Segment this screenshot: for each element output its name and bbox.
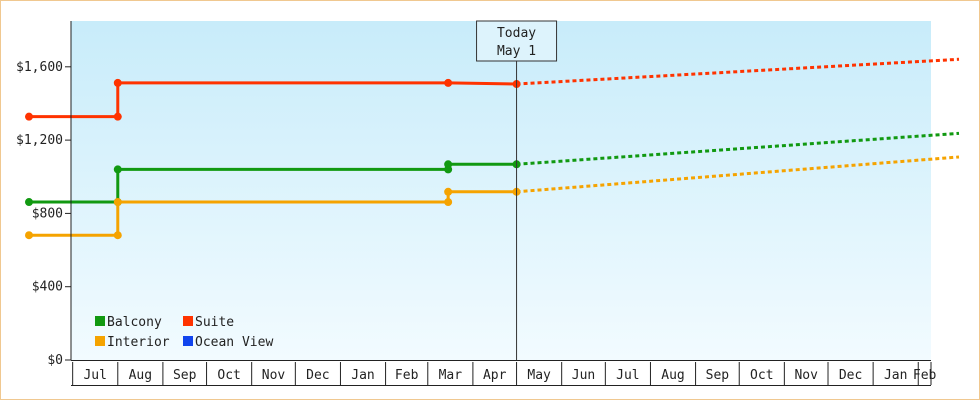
month-label: Aug (129, 368, 152, 383)
month-label: Feb (913, 368, 937, 383)
forecast-line-interior (516, 155, 960, 194)
y-tick-label: $400 (32, 280, 63, 295)
legend-label: Interior (107, 335, 170, 350)
data-point (113, 112, 122, 121)
month-label: Sep (706, 368, 730, 383)
data-point (113, 198, 122, 207)
data-point (25, 198, 33, 207)
month-label: Sep (173, 368, 197, 383)
month-label: Dec (306, 368, 329, 383)
forecast-line-balcony (516, 131, 960, 166)
month-label: Nov (262, 368, 286, 383)
y-tick-label: $800 (32, 206, 63, 221)
legend-swatch (183, 316, 193, 326)
month-label: Jul (616, 368, 639, 383)
series-line-balcony (29, 162, 517, 204)
today-label: Today (497, 26, 536, 41)
legend-swatch (183, 336, 193, 346)
month-label: Mar (439, 368, 463, 383)
forecast-line-suite (516, 57, 960, 86)
month-label: Jun (572, 368, 595, 383)
data-point (113, 231, 122, 240)
month-label: May (527, 368, 551, 383)
data-point (25, 112, 33, 121)
month-label: Jul (83, 368, 106, 383)
month-label: Feb (395, 368, 419, 383)
month-label: Apr (483, 368, 507, 383)
data-point (113, 165, 122, 174)
legend-label: Balcony (107, 315, 162, 330)
legend-label: Suite (195, 315, 234, 330)
data-point (444, 187, 453, 196)
legend-swatch (95, 336, 105, 346)
y-tick-label: $0 (47, 353, 63, 368)
data-point (444, 160, 453, 169)
data-point (25, 231, 33, 240)
y-tick-label: $1,600 (16, 60, 63, 75)
month-label: Oct (217, 368, 240, 383)
month-label: Jan (351, 368, 374, 383)
month-label: Oct (750, 368, 773, 383)
month-label: Aug (661, 368, 684, 383)
today-date-label: May 1 (497, 44, 536, 59)
month-label: Nov (794, 368, 818, 383)
data-point (113, 78, 122, 87)
y-tick-label: $1,200 (16, 133, 63, 148)
series-line-interior (29, 190, 517, 237)
month-label: Jan (884, 368, 907, 383)
data-point (444, 78, 453, 87)
legend-swatch (95, 316, 105, 326)
data-point (444, 198, 453, 207)
month-label: Dec (839, 368, 862, 383)
legend-label: Ocean View (195, 335, 273, 350)
today-label-box (476, 20, 558, 62)
